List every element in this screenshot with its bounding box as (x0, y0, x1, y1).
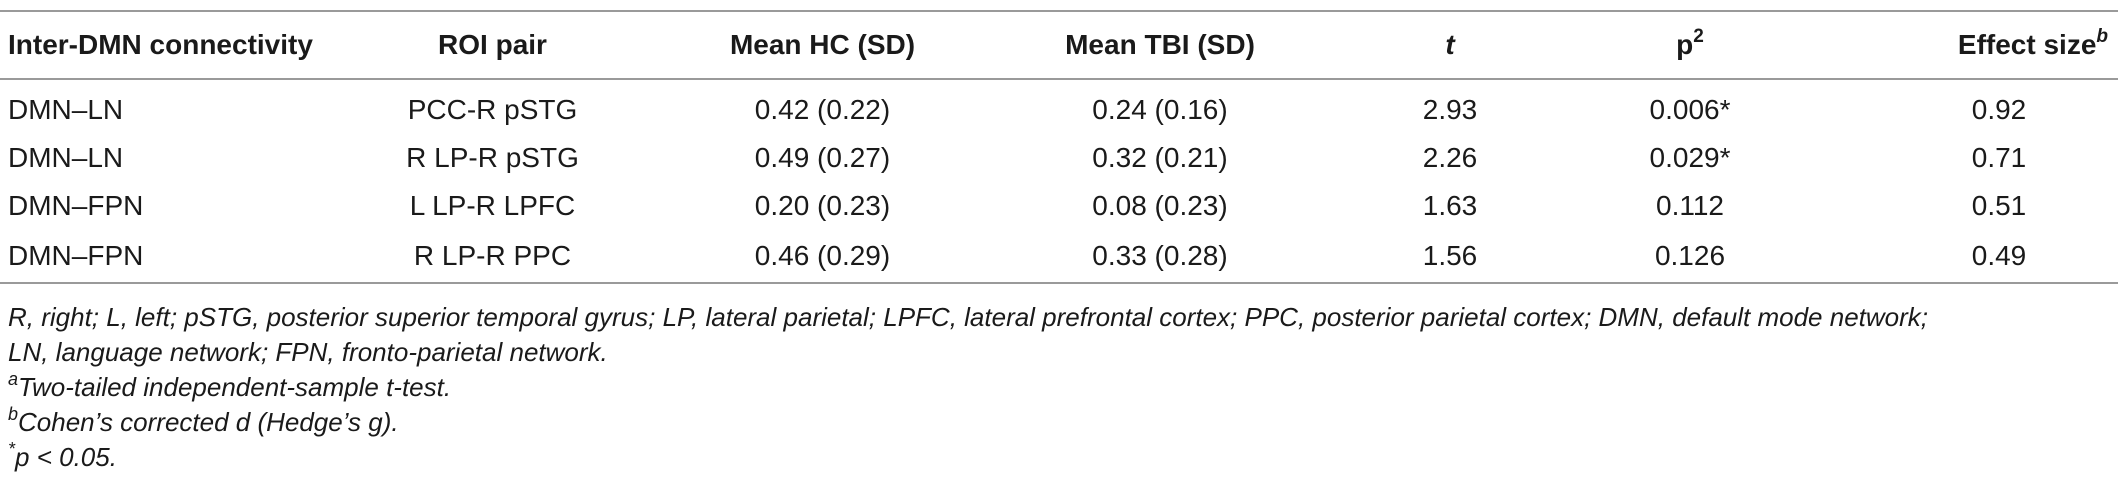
cell-roi-pair: R LP-R pSTG (406, 142, 579, 173)
header-effect-size-base: Effect size (1957, 29, 2097, 60)
cell-t: 1.63 (1422, 190, 1478, 221)
cell-roi-pair: L LP-R LPFC (409, 190, 576, 221)
footnote-star-text: p < 0.05. (15, 442, 117, 472)
table-row: DMN–FPN L LP-R LPFC 0.20 (0.23) 0.08 (0.… (0, 182, 2118, 230)
cell-mean-tbi: 0.33 (0.28) (990, 230, 1330, 284)
footnote-b-text: Cohen’s corrected d (Hedge’s g). (18, 407, 399, 437)
cell-p: 0.006* (1649, 94, 1731, 125)
results-table: Inter-DMN connectivity ROI pair Mean HC … (0, 10, 2118, 284)
cell-roi-pair: PCC-R pSTG (407, 94, 578, 125)
cell-p: 0.112 (1656, 190, 1724, 221)
footnote-a-text: Two-tailed independent-sample t-test. (18, 372, 452, 402)
cell-effect-size: 0.92 (1971, 94, 2027, 125)
footnote-star: *p < 0.05. (8, 440, 2108, 475)
cell-p: 0.029* (1649, 142, 1731, 173)
abbreviations-line-2: LN, language network; FPN, fronto-pariet… (8, 337, 608, 367)
footnote-b: bCohen’s corrected d (Hedge’s g). (8, 405, 2108, 440)
table-row: DMN–LN PCC-R pSTG 0.42 (0.22) 0.24 (0.16… (0, 79, 2118, 134)
cell-connectivity: DMN–LN (8, 94, 124, 125)
cell-t: 2.26 (1422, 142, 1478, 173)
header-roi-pair: ROI pair (330, 10, 655, 80)
cell-mean-tbi: 0.24 (0.16) (1092, 94, 1228, 125)
footnote-b-mark: b (8, 404, 19, 425)
cell-effect-size: 0.71 (1971, 142, 2027, 173)
footnote-star-mark: * (8, 439, 16, 460)
table-header-row: Inter-DMN connectivity ROI pair Mean HC … (0, 10, 2118, 80)
header-t: t (1330, 10, 1570, 80)
header-connectivity: Inter-DMN connectivity (0, 10, 330, 80)
abbreviations-line-1: R, right; L, left; pSTG, posterior super… (8, 302, 1929, 332)
cell-p: 0.126 (1570, 230, 1810, 284)
cell-mean-hc: 0.20 (0.23) (754, 190, 891, 221)
table-footnotes: R, right; L, left; pSTG, posterior super… (8, 300, 2108, 475)
cell-t: 1.56 (1330, 230, 1570, 284)
cell-mean-hc: 0.46 (0.29) (655, 230, 990, 284)
cell-roi-pair: R LP-R PPC (330, 230, 655, 284)
header-effect-size: Effect sizeb (1810, 10, 2118, 80)
cell-mean-hc: 0.49 (0.27) (754, 142, 891, 173)
cell-mean-hc: 0.42 (0.22) (754, 94, 891, 125)
table-row: DMN–LN R LP-R pSTG 0.49 (0.27) 0.32 (0.2… (0, 134, 2118, 182)
header-mean-tbi: Mean TBI (SD) (990, 10, 1330, 80)
header-p-base: p (1676, 29, 1694, 60)
table-row: DMN–FPN R LP-R PPC 0.46 (0.29) 0.33 (0.2… (0, 230, 2118, 284)
header-p-sup: 2 (1693, 25, 1704, 47)
cell-mean-tbi: 0.32 (0.21) (1092, 142, 1228, 173)
cell-connectivity: DMN–LN (8, 142, 124, 173)
cell-mean-tbi: 0.08 (0.23) (1092, 190, 1228, 221)
cell-t: 2.93 (1422, 94, 1478, 125)
cell-effect-size: 0.51 (1971, 190, 2027, 221)
header-effect-size-sup: b (2096, 25, 2108, 47)
cell-connectivity: DMN–FPN (8, 190, 144, 221)
cell-effect-size: 0.49 (1810, 230, 2118, 284)
header-p: p2 (1570, 10, 1810, 80)
footnote-a-mark: a (8, 369, 19, 390)
footnote-a: aTwo-tailed independent-sample t-test. (8, 370, 2108, 405)
cell-connectivity: DMN–FPN (0, 230, 330, 284)
header-mean-hc: Mean HC (SD) (655, 10, 990, 80)
